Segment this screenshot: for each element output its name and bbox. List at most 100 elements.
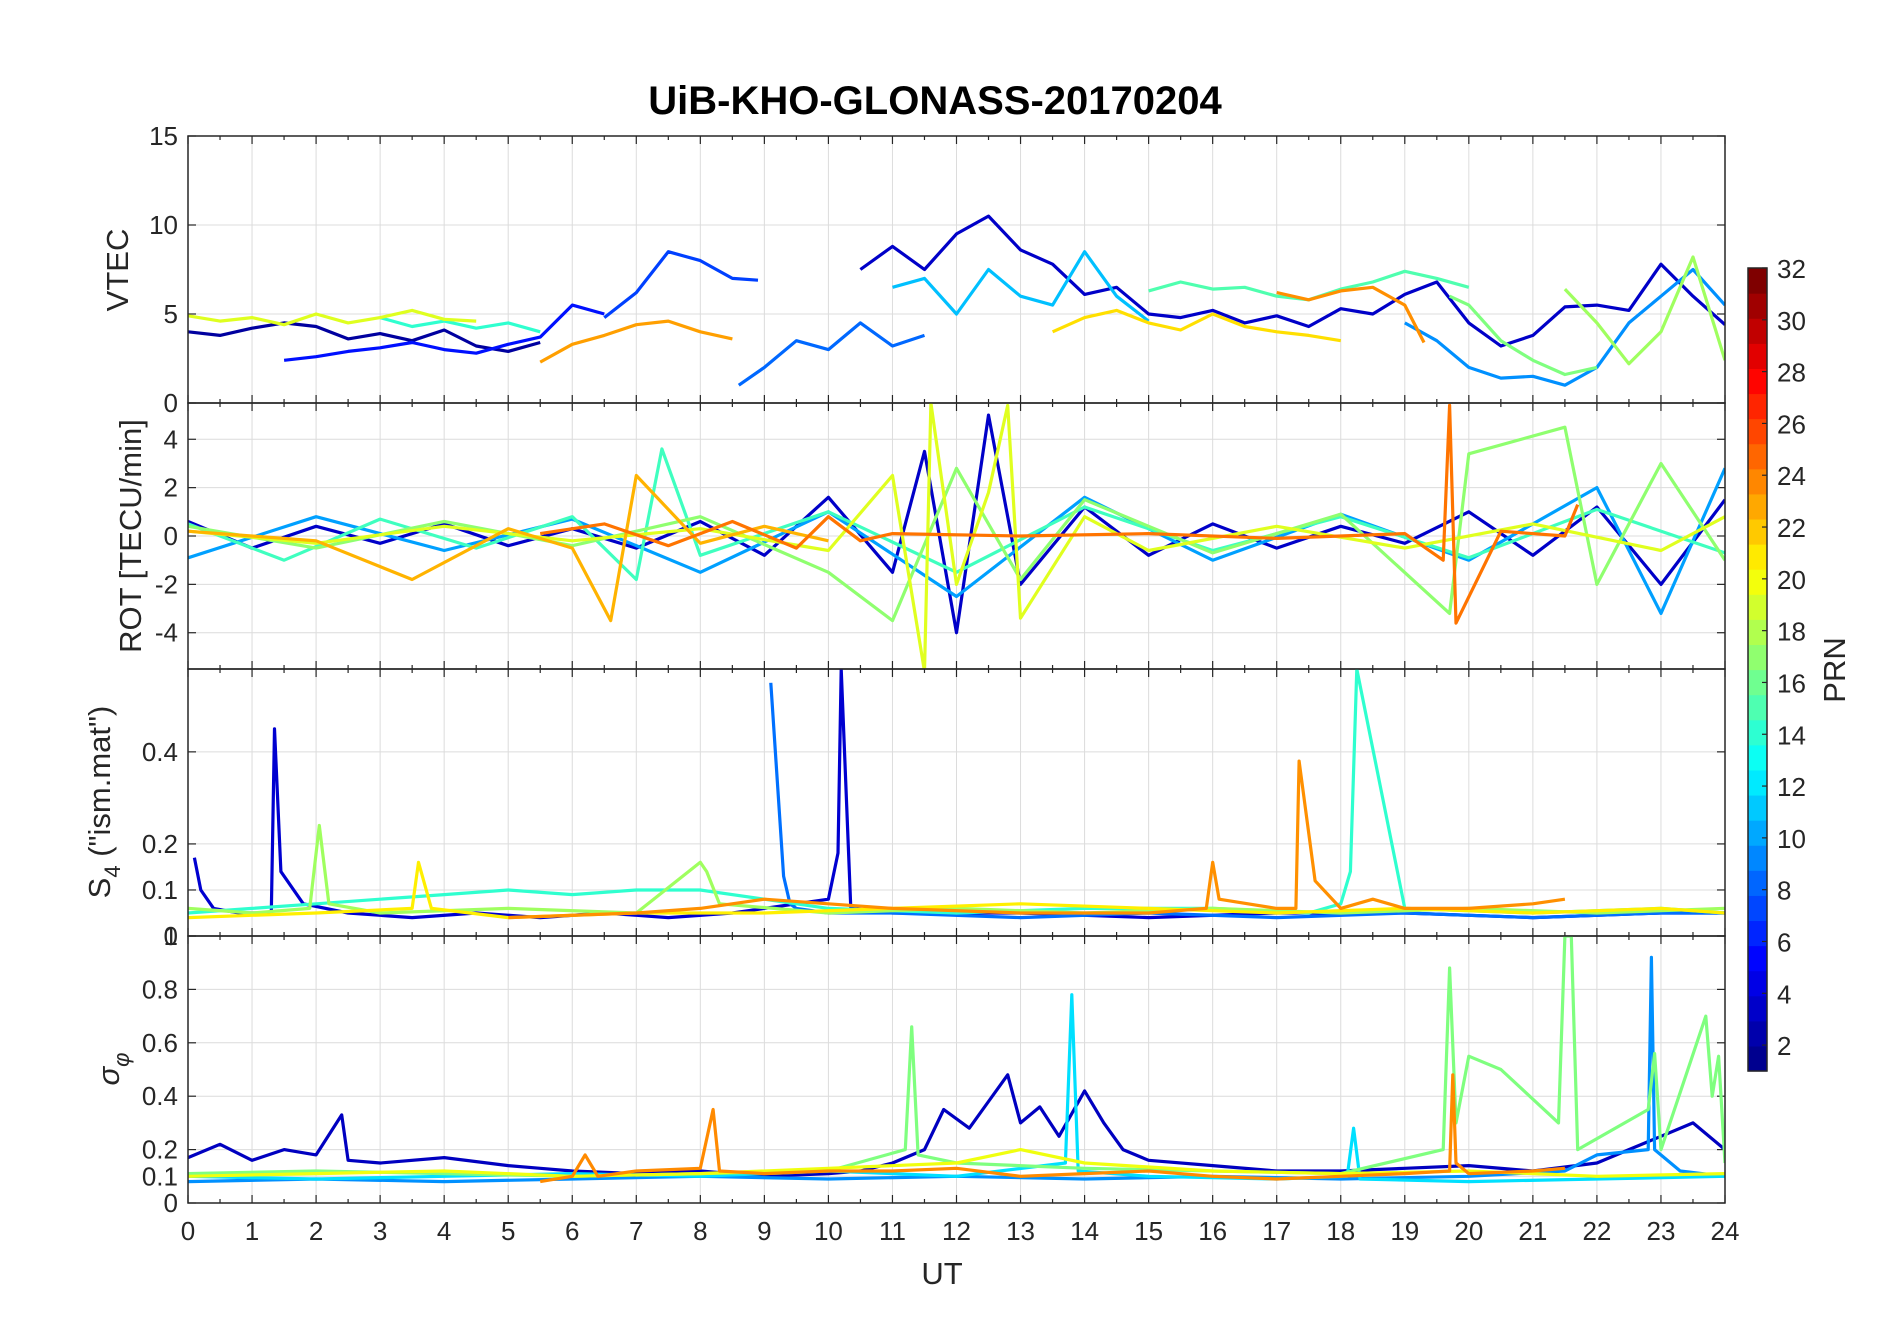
y-tick-label: 1 — [164, 921, 178, 951]
x-tick-label: 18 — [1326, 1216, 1355, 1246]
colorbar-tick-label: 24 — [1777, 461, 1806, 491]
x-tick-label: 24 — [1711, 1216, 1740, 1246]
y-tick-label: 10 — [149, 210, 178, 240]
colorbar-band — [1748, 995, 1767, 1022]
x-tick-label: 1 — [245, 1216, 259, 1246]
colorbar-tick-label: 20 — [1777, 565, 1806, 595]
series-line-prn-22 — [188, 473, 829, 623]
series-line-prn-17 — [1563, 255, 1725, 366]
colorbar-band — [1748, 518, 1767, 545]
colorbar-band — [1748, 644, 1767, 671]
series-line-prn-1 — [188, 321, 541, 353]
x-tick-label: 4 — [437, 1216, 451, 1246]
y-tick-label: 0 — [164, 921, 178, 951]
y-tick-label: 0 — [164, 1188, 178, 1218]
y-tick-label: 0 — [164, 521, 178, 551]
colorbar-band — [1748, 744, 1767, 771]
series-group — [188, 936, 1725, 1184]
colorbar-tick-label: 22 — [1777, 513, 1806, 543]
y-tick-label: -2 — [155, 569, 178, 599]
x-tick-label: 10 — [814, 1216, 843, 1246]
y-tick-label: 0.4 — [142, 1081, 178, 1111]
colorbar-band — [1748, 619, 1767, 646]
colorbar-band — [1748, 493, 1767, 520]
x-tick-label: 19 — [1390, 1216, 1419, 1246]
colorbar-band — [1748, 895, 1767, 922]
x-tick-label: 23 — [1646, 1216, 1675, 1246]
x-tick-label: 5 — [501, 1216, 515, 1246]
series-line-prn-8 — [737, 321, 926, 387]
colorbar-band — [1748, 870, 1767, 896]
panel-frame — [187, 935, 1726, 1204]
x-axis-tick-labels: 0 1 2 3 4 5 6 7 8 9 10 11 12 13 14 15 16 17 18 19 20 21 22 23 24 — [181, 1216, 1740, 1246]
x-tick-label: 15 — [1134, 1216, 1163, 1246]
x-tick-label: 7 — [629, 1216, 643, 1246]
colorbar-band — [1748, 318, 1767, 344]
y-tick-label: 0.1 — [142, 1161, 178, 1191]
colorbar-band — [1748, 293, 1767, 319]
x-tick-label: 9 — [757, 1216, 771, 1246]
series-line-prn-24 — [1276, 285, 1426, 344]
colorbar-band — [1748, 669, 1767, 696]
series-line-prn-5 — [283, 303, 605, 362]
colorbar-band — [1748, 820, 1767, 846]
colorbar-frame — [1747, 267, 1768, 1072]
colorbar-band — [1748, 468, 1767, 495]
series-line-prn-23 — [508, 759, 1566, 920]
x-tick-label: 11 — [879, 1216, 906, 1246]
x-tick-label: 12 — [942, 1216, 971, 1246]
y-tick-label: 0.2 — [142, 829, 178, 859]
colorbar-tick-label: 2 — [1777, 1031, 1791, 1061]
series-group — [188, 214, 1725, 387]
y-axis-label: VTEC — [100, 229, 135, 312]
y-tick-label: -4 — [155, 618, 178, 648]
x-tick-label: 22 — [1582, 1216, 1611, 1246]
colorbar-band — [1748, 544, 1767, 570]
y-tick-label: 0.6 — [142, 1028, 178, 1058]
series-line-prn-16 — [1448, 294, 1598, 377]
x-tick-label: 20 — [1454, 1216, 1483, 1246]
chart-title: UiB-KHO-GLONASS-20170204 — [648, 79, 1222, 123]
y-tick-label: 0.1 — [142, 875, 178, 905]
series-line-prn-23 — [539, 319, 733, 364]
series-line-prn-9 — [1404, 267, 1725, 387]
series-line-prn-21 — [1051, 308, 1342, 343]
x-tick-label: 14 — [1070, 1216, 1099, 1246]
series-line-prn-6 — [603, 250, 759, 319]
series-line-prn-2 — [188, 413, 1725, 635]
colorbar-band — [1748, 1020, 1767, 1047]
colorbar-tick-label: 26 — [1777, 409, 1806, 439]
colorbar-band — [1748, 393, 1767, 420]
x-tick-label: 17 — [1262, 1216, 1291, 1246]
y-axis-label: ROT [TECU/min] — [113, 419, 148, 653]
colorbar-tick-label: 14 — [1777, 720, 1806, 750]
series-line-prn-11 — [892, 250, 1150, 323]
x-tick-label: 16 — [1198, 1216, 1227, 1246]
y-axis-label: σφ — [91, 1052, 134, 1085]
colorbar-band — [1748, 443, 1767, 470]
series-line-prn-20 — [188, 860, 1725, 920]
colorbar-tick-label: 6 — [1777, 927, 1791, 957]
colorbar-band — [1748, 794, 1767, 821]
colorbar-tick-label: 8 — [1777, 876, 1791, 906]
series-line-prn-19 — [188, 403, 1725, 669]
x-tick-label: 8 — [693, 1216, 707, 1246]
y-tick-label: 15 — [149, 121, 178, 151]
colorbar-band — [1748, 970, 1767, 997]
colorbar-band — [1748, 945, 1767, 972]
series-line-prn-13 — [379, 316, 541, 334]
x-tick-label: 2 — [309, 1216, 323, 1246]
y-tick-label: 0.8 — [142, 974, 178, 1004]
y-axis-label: S4 ("ism.mat") — [82, 706, 125, 899]
series-line-prn-2 — [188, 1073, 1725, 1178]
colorbar-tick-label: 28 — [1777, 358, 1806, 388]
colorbar-band — [1748, 694, 1767, 721]
y-tick-label: 0 — [164, 388, 178, 418]
colorbar-band — [1748, 594, 1767, 620]
x-tick-label: 21 — [1518, 1216, 1547, 1246]
y-tick-label: 4 — [164, 424, 178, 454]
series-line-prn-13 — [188, 669, 1725, 915]
series-group — [188, 669, 1725, 920]
